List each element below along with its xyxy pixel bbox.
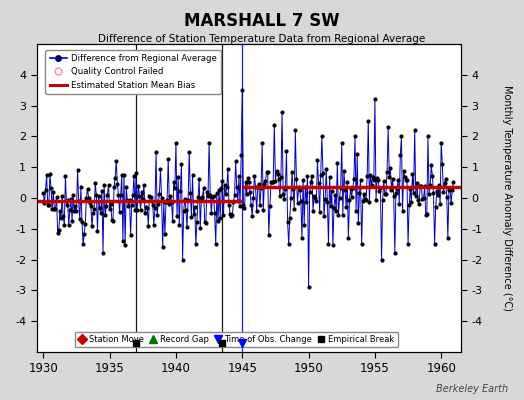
Text: Berkeley Earth: Berkeley Earth [436,384,508,394]
Text: MARSHALL 7 SW: MARSHALL 7 SW [184,12,340,30]
Legend: Station Move, Record Gap, Time of Obs. Change, Empirical Break: Station Move, Record Gap, Time of Obs. C… [74,332,398,347]
Y-axis label: Monthly Temperature Anomaly Difference (°C): Monthly Temperature Anomaly Difference (… [502,85,512,311]
Text: Difference of Station Temperature Data from Regional Average: Difference of Station Temperature Data f… [99,34,425,44]
